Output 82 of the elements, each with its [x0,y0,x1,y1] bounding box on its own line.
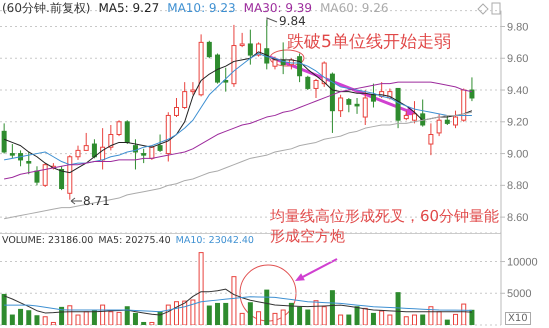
bar [280,310,286,325]
bar [231,276,236,325]
candlestick [248,29,253,66]
bar [174,301,179,325]
text: MA10: 9.23 [167,1,236,15]
bar [354,306,360,325]
text: X10 [505,312,531,325]
bar [469,310,474,325]
bar [412,314,417,325]
bar [215,302,220,325]
bar [305,310,310,325]
bar [141,322,146,325]
bar [149,322,154,325]
candlestick [428,122,434,156]
candlestick [76,145,81,160]
annotation: 9.84 [279,14,306,28]
bar [272,312,278,325]
bar [116,312,122,325]
bar [264,290,270,325]
bar [338,314,344,325]
bar [206,306,212,325]
candlestick [354,97,360,114]
chart-title: (60分钟.前复权) [2,1,90,15]
bar [330,290,335,325]
bar [314,300,319,325]
candlestick [108,124,114,151]
bar [18,308,24,325]
bar [84,311,89,325]
chart-title: VOLUME: 23186.00 [2,234,94,248]
y-tick-label: 9.00 [507,148,528,160]
candlestick [231,24,236,88]
text: MA5: 9.27 [98,1,160,15]
text: MA10: 23042.40 [176,234,254,248]
bar [396,292,401,325]
bar [436,311,442,325]
bar [198,252,204,325]
bar [92,310,97,325]
bar [34,315,40,325]
y-tick-label: 8.60 [507,212,528,224]
bar [26,310,32,325]
y-tick-label: 9.60 [507,53,528,66]
bar [50,322,56,325]
annotation: 均量线高位形成死叉，60分钟量能形成空方炮 [270,206,500,246]
bar [379,310,384,325]
y-tick-label: 9.40 [507,84,528,97]
bar [346,314,352,325]
annotation: 8.71 [83,194,110,208]
bar [453,314,458,325]
candlestick [26,151,32,175]
bar [223,302,228,325]
bar [2,294,7,325]
bar [387,314,392,325]
bar [256,311,262,325]
y-tick-label: 9.20 [507,116,528,129]
text: MA30: 9.39 [244,1,312,15]
bar [322,306,327,325]
bar [108,311,114,325]
bar [288,302,294,325]
y-tick-label: 9.80 [507,21,528,34]
line-series [4,296,472,312]
bar [297,306,302,325]
bar [10,314,15,325]
bar [124,306,130,325]
bar [362,308,368,325]
bar [248,302,253,325]
y-tick-label: 5000 [507,288,532,300]
bar [190,300,196,325]
bar [444,320,450,325]
bar [76,314,81,325]
y-tick-label: 10000 [507,256,538,268]
bar [370,312,376,325]
bar [420,314,426,325]
bar [461,304,466,325]
bar [132,312,138,325]
y-tick-label: 8.80 [507,180,528,192]
text: MA60: 9.26 [320,1,388,15]
bar [42,316,48,325]
bar [404,316,409,325]
line-series [4,288,472,316]
annotation: 跌破5单位线开始走弱 [287,31,452,53]
text: MA5: 20275.40 [98,234,171,248]
bar [240,312,245,325]
